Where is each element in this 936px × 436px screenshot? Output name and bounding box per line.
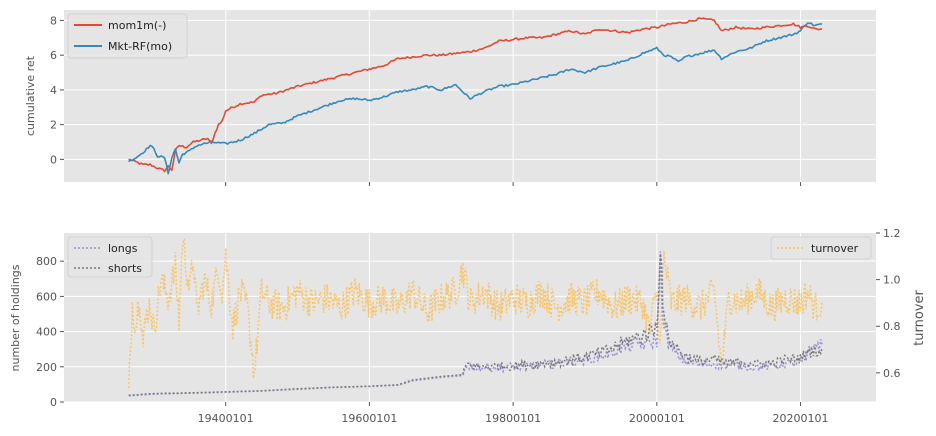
top-axes: 0 2 4 6 8 cumulative ret mom1m(-) Mkt-RF(mo) (24, 10, 876, 186)
top-plot-background (64, 10, 876, 182)
bottom-ytick-label-4: 800 (36, 255, 57, 268)
bottom-series-lines (127, 237, 823, 397)
top-series-line-1 (128, 22, 823, 175)
top-gridlines (64, 10, 876, 182)
bottom-plot-background (64, 233, 876, 402)
bottom-series-line-turnover (127, 237, 823, 389)
bottom-right-ytick-label-2: 1.0 (883, 274, 901, 287)
top-ylabel: cumulative ret (24, 55, 37, 136)
top-x-ticks (225, 182, 802, 186)
bottom-ytick-label-1: 200 (36, 361, 57, 374)
legend-label-longs: longs (108, 242, 138, 255)
bottom-right-ytick-label-3: 1.2 (883, 227, 901, 240)
top-ytick-label-0: 0 (50, 153, 57, 166)
bottom-right-ytick-label-0: 0.6 (883, 367, 901, 380)
top-legend: mom1m(-) Mkt-RF(mo) (67, 13, 188, 59)
bottom-legend-right: turnover (770, 236, 872, 260)
bottom-xtick-label-3: 20000101 (629, 412, 685, 425)
bottom-series-line-shorts (128, 253, 823, 397)
top-ytick-label-4: 8 (50, 14, 57, 27)
bottom-right-y-ticks: 0.6 0.8 1.0 1.2 (876, 227, 901, 380)
bottom-x-ticks: 19400101 19600101 19800101 20000101 20200101 (198, 402, 829, 425)
top-ytick-label-1: 2 (50, 119, 57, 132)
bottom-left-y-ticks: 0 200 400 600 800 (36, 255, 64, 409)
bottom-right-ytick-label-1: 0.8 (883, 320, 901, 333)
bottom-ylabel-right: turnover (912, 290, 927, 346)
top-y-ticks: 0 2 4 6 8 (50, 14, 64, 166)
bottom-axes: 0 200 400 600 800 0.6 0.8 1.0 1.2 19400101 19600… (9, 227, 927, 425)
bottom-ytick-label-2: 400 (36, 326, 57, 339)
legend-label-mkt-rf: Mkt-RF(mo) (108, 40, 172, 53)
bottom-ytick-label-3: 600 (36, 290, 57, 303)
top-series-lines (128, 17, 823, 175)
bottom-legend-left: longs shorts (67, 236, 153, 278)
top-ytick-label-2: 4 (50, 84, 57, 97)
legend-label-shorts: shorts (108, 262, 142, 275)
bottom-series-line-longs (128, 251, 823, 397)
bottom-legend-right-box (770, 236, 872, 260)
top-ytick-label-3: 6 (50, 49, 57, 62)
bottom-xtick-label-1: 19600101 (341, 412, 397, 425)
bottom-xtick-label-4: 20200101 (773, 412, 829, 425)
bottom-ylabel-left: number of holdings (9, 264, 22, 371)
bottom-xtick-label-0: 19400101 (198, 412, 254, 425)
bottom-legend-left-box (67, 236, 153, 278)
bottom-ytick-label-0: 0 (50, 396, 57, 409)
legend-label-turnover: turnover (811, 242, 859, 255)
top-series-line-0 (128, 17, 823, 173)
legend-label-mom1m: mom1m(-) (108, 19, 166, 32)
bottom-xtick-label-2: 19800101 (485, 412, 541, 425)
